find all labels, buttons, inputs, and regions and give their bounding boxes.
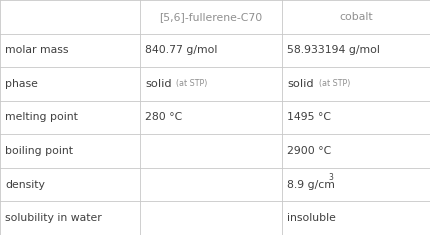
Text: phase: phase: [5, 79, 38, 89]
Text: cobalt: cobalt: [339, 12, 373, 22]
Text: 1495 °C: 1495 °C: [287, 113, 331, 122]
Text: 3: 3: [328, 173, 333, 182]
Text: (at STP): (at STP): [318, 79, 349, 88]
Text: density: density: [5, 180, 45, 190]
Text: molar mass: molar mass: [5, 45, 68, 55]
Text: (at STP): (at STP): [176, 79, 207, 88]
Text: [5,6]-fullerene-C70: [5,6]-fullerene-C70: [159, 12, 262, 22]
Text: 2900 °C: 2900 °C: [287, 146, 331, 156]
Text: 840.77 g/mol: 840.77 g/mol: [145, 45, 217, 55]
Text: 280 °C: 280 °C: [145, 113, 182, 122]
Text: solid: solid: [287, 79, 313, 89]
Text: insoluble: insoluble: [287, 213, 335, 223]
Text: solid: solid: [145, 79, 172, 89]
Text: solubility in water: solubility in water: [5, 213, 101, 223]
Text: 58.933194 g/mol: 58.933194 g/mol: [287, 45, 379, 55]
Text: 8.9 g/cm: 8.9 g/cm: [287, 180, 335, 190]
Text: melting point: melting point: [5, 113, 78, 122]
Text: boiling point: boiling point: [5, 146, 73, 156]
